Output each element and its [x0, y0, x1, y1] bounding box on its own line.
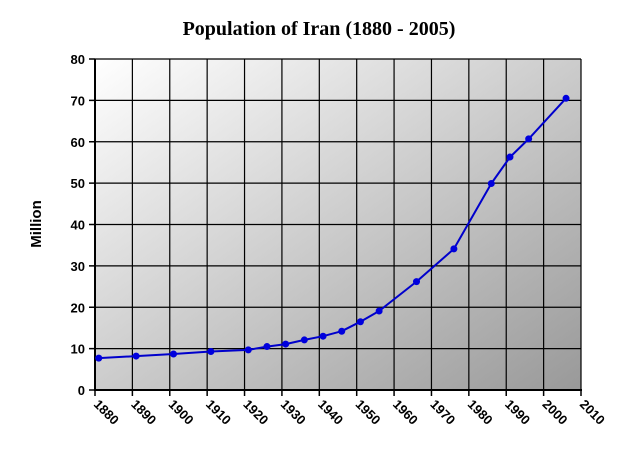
data-point-marker — [450, 245, 458, 253]
x-axis-tick-labels: 1880 1890 1900 1910 1920 1930 1940 1950 1960 1970… — [91, 397, 608, 428]
x-tick-label: 1920 — [240, 397, 271, 428]
data-point-marker — [207, 348, 215, 356]
data-point-marker — [300, 336, 308, 344]
data-point-marker — [562, 94, 570, 102]
data-point-marker — [338, 327, 346, 335]
axes — [89, 58, 582, 396]
x-tick-label: 1890 — [128, 397, 159, 428]
y-tick-label: 0 — [78, 383, 85, 398]
data-point-marker — [319, 332, 327, 340]
data-point-marker — [413, 278, 421, 286]
y-tick-label: 60 — [71, 135, 85, 150]
y-tick-label: 70 — [71, 93, 85, 108]
x-tick-label: 1940 — [315, 397, 346, 428]
x-tick-label: 1970 — [427, 397, 458, 428]
x-tick-label: 1900 — [166, 397, 197, 428]
x-tick-label: 1950 — [353, 397, 384, 428]
y-tick-label: 40 — [71, 218, 85, 233]
data-series — [95, 94, 570, 362]
x-tick-label: 1960 — [390, 397, 421, 428]
series-line — [98, 97, 567, 360]
data-point-marker — [244, 346, 252, 354]
y-tick-label: 30 — [71, 259, 85, 274]
x-tick-label: 1980 — [465, 397, 496, 428]
data-point-marker — [132, 352, 140, 360]
y-tick-label: 20 — [71, 300, 85, 315]
gridlines — [95, 58, 582, 390]
data-point-marker — [356, 318, 364, 326]
data-point-marker — [282, 340, 290, 348]
x-tick-label: 1910 — [203, 397, 234, 428]
x-tick-label: 1880 — [91, 397, 122, 428]
x-tick-label: 1930 — [278, 397, 309, 428]
y-tick-label: 10 — [71, 342, 85, 357]
y-tick-label: 80 — [71, 52, 85, 67]
x-tick-label: 1990 — [502, 397, 533, 428]
chart-title: Population of Iran (1880 - 2005) — [183, 18, 456, 40]
y-tick-label: 50 — [71, 176, 85, 191]
data-point-marker — [170, 350, 178, 358]
data-point-marker — [263, 343, 271, 351]
data-point-marker — [375, 307, 383, 315]
y-axis-label: Million — [28, 200, 45, 248]
y-axis-tick-labels: 0 10 20 30 40 50 60 70 80 — [71, 52, 85, 398]
data-point-marker — [487, 180, 495, 188]
data-point-marker — [95, 354, 103, 362]
x-tick-label: 2010 — [577, 397, 608, 428]
data-point-marker — [506, 153, 514, 161]
data-point-marker — [525, 135, 533, 143]
x-tick-label: 2000 — [539, 397, 570, 428]
